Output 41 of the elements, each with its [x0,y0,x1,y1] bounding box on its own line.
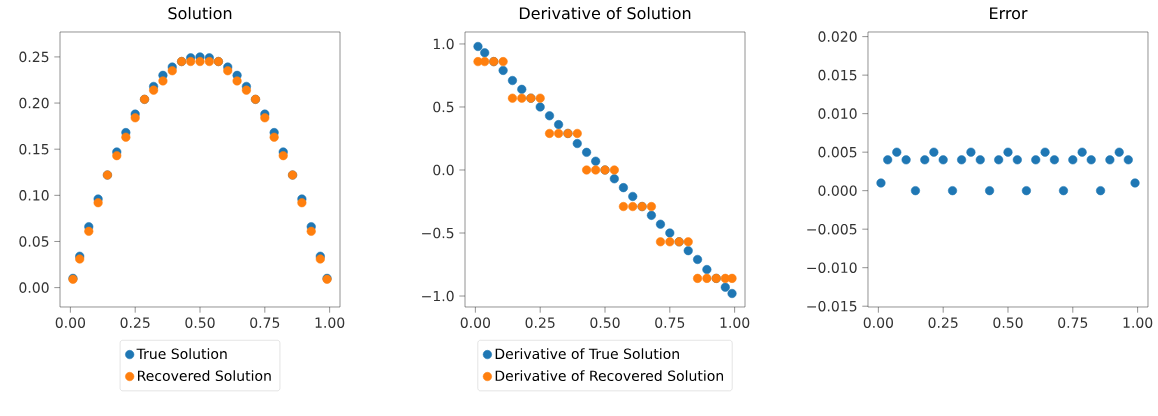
chart-title: Error [990,7,1028,20]
legend-label: Derivative of True Solution [495,348,679,360]
y-tick-label: 0.5 [433,101,454,113]
y-tick-label: 0.20 [19,97,49,109]
x-tick-label: 0.25 [928,317,958,328]
x-tick-label: 0.25 [525,317,555,328]
x-tick-label: 0.50 [993,317,1023,328]
y-tick-label: −1.0 [422,290,454,302]
x-tick-label: 1.00 [1123,317,1153,328]
y-tick-label: 0.15 [19,143,49,155]
x-tick-label: 0.75 [1058,317,1088,328]
y-tick-label: −0.010 [807,262,857,273]
chart-title: Derivative of Solution [519,6,691,20]
x-tick-label: 0.50 [185,317,215,328]
x-tick-label: 0.75 [655,317,685,328]
x-tick-label: 0.00 [460,317,491,328]
x-tick-label: 1.00 [720,317,750,328]
y-tick-label: 0.00 [19,282,49,293]
x-tick-label: 0.00 [55,317,86,328]
y-tick-label: −0.5 [422,227,454,239]
chart-title: Solution [168,6,232,20]
y-tick-label: 0.005 [818,146,857,158]
x-tick-label: 1.00 [315,317,345,328]
y-tick-label: 0.015 [818,69,857,81]
x-tick-label: 0.25 [120,317,150,328]
y-tick-label: 0.000 [818,185,857,196]
y-tick-label: −0.015 [807,300,857,312]
y-tick-label: 0.020 [818,31,857,42]
x-tick-label: 0.50 [590,317,620,328]
y-tick-label: 0.010 [818,108,857,119]
y-tick-label: 0.05 [19,236,49,247]
legend-label: Recovered Solution [138,370,271,382]
y-tick-label: 0.25 [19,51,49,63]
legend-label: Derivative of Recovered Solution [495,370,724,382]
x-tick-label: 0.75 [250,317,280,328]
y-tick-label: 0.10 [19,190,49,201]
x-tick-label: 0.00 [863,317,894,328]
y-tick-label: −0.005 [807,223,857,235]
y-tick-label: 1.0 [433,38,454,50]
y-tick-label: 0.0 [433,164,454,176]
legend-label: True Solution [136,348,227,360]
